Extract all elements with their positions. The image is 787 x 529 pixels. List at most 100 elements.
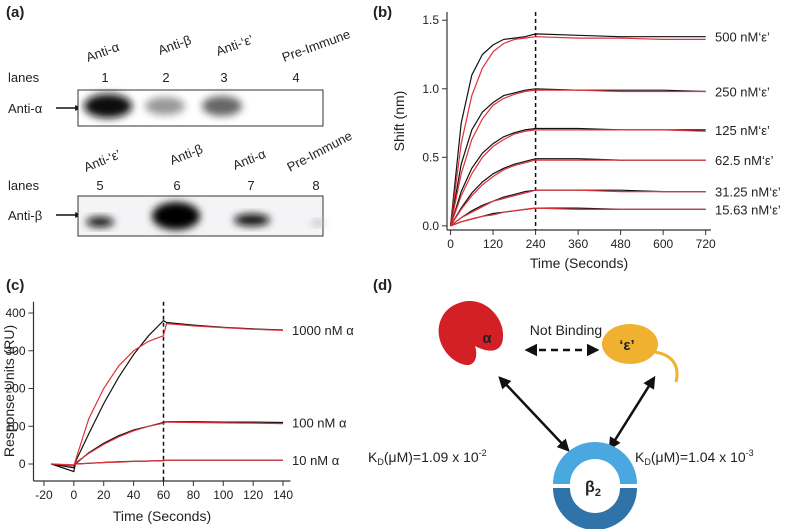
series-label: 62.5 nM‘ε’	[715, 153, 774, 168]
fit-line	[449, 89, 706, 227]
y-tick-label: 1.5	[422, 13, 439, 27]
series-label: 15.63 nM‘ε’	[715, 202, 781, 217]
series-label: 500 nM‘ε’	[715, 30, 770, 45]
kd-left: KD(μM)=1.09 x 10-2	[368, 448, 487, 467]
lanes-label: lanes	[8, 178, 40, 193]
lane-number: 2	[162, 70, 169, 85]
binding-arrow	[608, 375, 656, 451]
y-tick-label: 0.0	[422, 219, 439, 233]
y-tick-label: 300	[5, 344, 25, 358]
y-axis-title: Response Units (RU)	[1, 325, 17, 457]
panel-d: (d) α ‘ε’ Not Binding β2 KD(μM)=1.09 x 1…	[368, 277, 754, 529]
band	[152, 202, 200, 230]
x-tick-label: 720	[696, 237, 716, 251]
data-line	[450, 189, 706, 227]
fit-line	[449, 159, 706, 227]
fit-line	[51, 322, 284, 467]
series-label: 10 nM α	[292, 453, 340, 468]
chart: (c) 0 100 200 300 400 -20 0 20 40 60 80 100 120 140 Tim…	[1, 277, 354, 524]
data-line	[449, 88, 706, 227]
panel-label: (b)	[373, 4, 392, 21]
y-tick-label: 400	[5, 306, 25, 320]
beta-symbol: β	[585, 479, 595, 496]
y-tick-label: 1.0	[422, 82, 439, 96]
lane-label: Anti-α	[84, 39, 122, 65]
lane-number: 8	[312, 178, 319, 193]
lane-label: Anti-β	[168, 141, 205, 168]
band	[234, 214, 270, 226]
panel-label: (a)	[6, 4, 24, 21]
lane-number: 5	[96, 178, 103, 193]
x-tick-label: 20	[97, 488, 111, 502]
data-line	[449, 33, 706, 226]
fit-line	[51, 459, 283, 466]
x-axis-title: Time (Seconds)	[530, 255, 628, 271]
row-label: Anti-α	[8, 101, 43, 116]
lane-label: Pre-Immune	[280, 26, 352, 65]
fit-line	[450, 189, 706, 227]
not-binding-label: Not Binding	[530, 322, 602, 338]
blot	[77, 195, 324, 237]
lane-label: Anti-‘ε’	[214, 32, 255, 59]
epsilon-label: ‘ε’	[619, 337, 634, 354]
x-axis-title: Time (Seconds)	[113, 508, 211, 524]
band	[84, 94, 132, 118]
x-tick-label: 240	[526, 237, 546, 251]
x-tick-label: 360	[568, 237, 588, 251]
panel-label: (c)	[6, 277, 24, 294]
beta-sub: 2	[595, 487, 601, 499]
lane-label: Anti-α	[231, 146, 269, 173]
epsilon-shape	[602, 324, 658, 364]
lane-number: 1	[101, 70, 108, 85]
series-label: 125 nM‘ε’	[715, 123, 770, 138]
lanes-label: lanes	[8, 70, 40, 85]
band	[86, 217, 114, 227]
chart: (b) 0.0 0.5 1.0 1.5 0 120 240 360 480 600 720 Time (…	[373, 4, 781, 271]
data-line	[450, 207, 706, 227]
series-label: 1000 nM α	[292, 323, 354, 338]
kd-mid: (μM)=1.04 x 10	[651, 449, 746, 465]
x-tick-label: 120	[243, 488, 263, 502]
lane-label: Anti-β	[156, 32, 193, 58]
series-label: 100 nM α	[292, 415, 347, 430]
x-tick-label: 80	[187, 488, 201, 502]
band	[145, 97, 185, 115]
epsilon-tail	[654, 350, 679, 383]
beta-top	[553, 442, 637, 484]
kd-sub: D	[377, 457, 384, 467]
kd-sup: -2	[479, 448, 487, 458]
y-tick-label: 100	[5, 419, 25, 433]
kd-sup: -3	[746, 448, 754, 458]
series-label: 31.25 nM‘ε’	[715, 185, 781, 200]
kd-right: KD(μM)=1.04 x 10-3	[635, 448, 754, 467]
x-tick-label: 100	[213, 488, 233, 502]
x-tick-label: 480	[611, 237, 631, 251]
x-tick-label: 140	[273, 488, 293, 502]
lane-number: 4	[292, 70, 299, 85]
data-line	[51, 421, 284, 473]
lane-number: 3	[220, 70, 227, 85]
x-tick-label: 600	[653, 237, 673, 251]
x-tick-label: 60	[157, 488, 171, 502]
x-tick-label: 0	[447, 237, 454, 251]
x-tick-label: 40	[127, 488, 141, 502]
fit-line	[449, 36, 706, 226]
data-line	[51, 319, 284, 467]
y-tick-label: 200	[5, 382, 25, 396]
band	[311, 220, 325, 226]
band	[202, 96, 242, 116]
fit-line	[449, 129, 706, 227]
alpha-label: α	[482, 330, 492, 347]
kd-k: K	[635, 449, 645, 465]
row-label: Anti-β	[8, 208, 42, 223]
series-label: 250 nM‘ε’	[715, 85, 770, 100]
kd-mid: (μM)=1.09 x 10	[384, 449, 479, 465]
fit-line	[450, 207, 706, 227]
x-tick-label: -20	[35, 488, 53, 502]
beta-label: β2	[585, 479, 601, 499]
binding-arrow	[498, 376, 570, 452]
panel-a: (a) Anti-α Anti-β Anti-‘ε’ Pre-Immune la…	[6, 4, 355, 237]
y-tick-label: 0	[19, 457, 26, 471]
lane-number: 6	[173, 178, 180, 193]
